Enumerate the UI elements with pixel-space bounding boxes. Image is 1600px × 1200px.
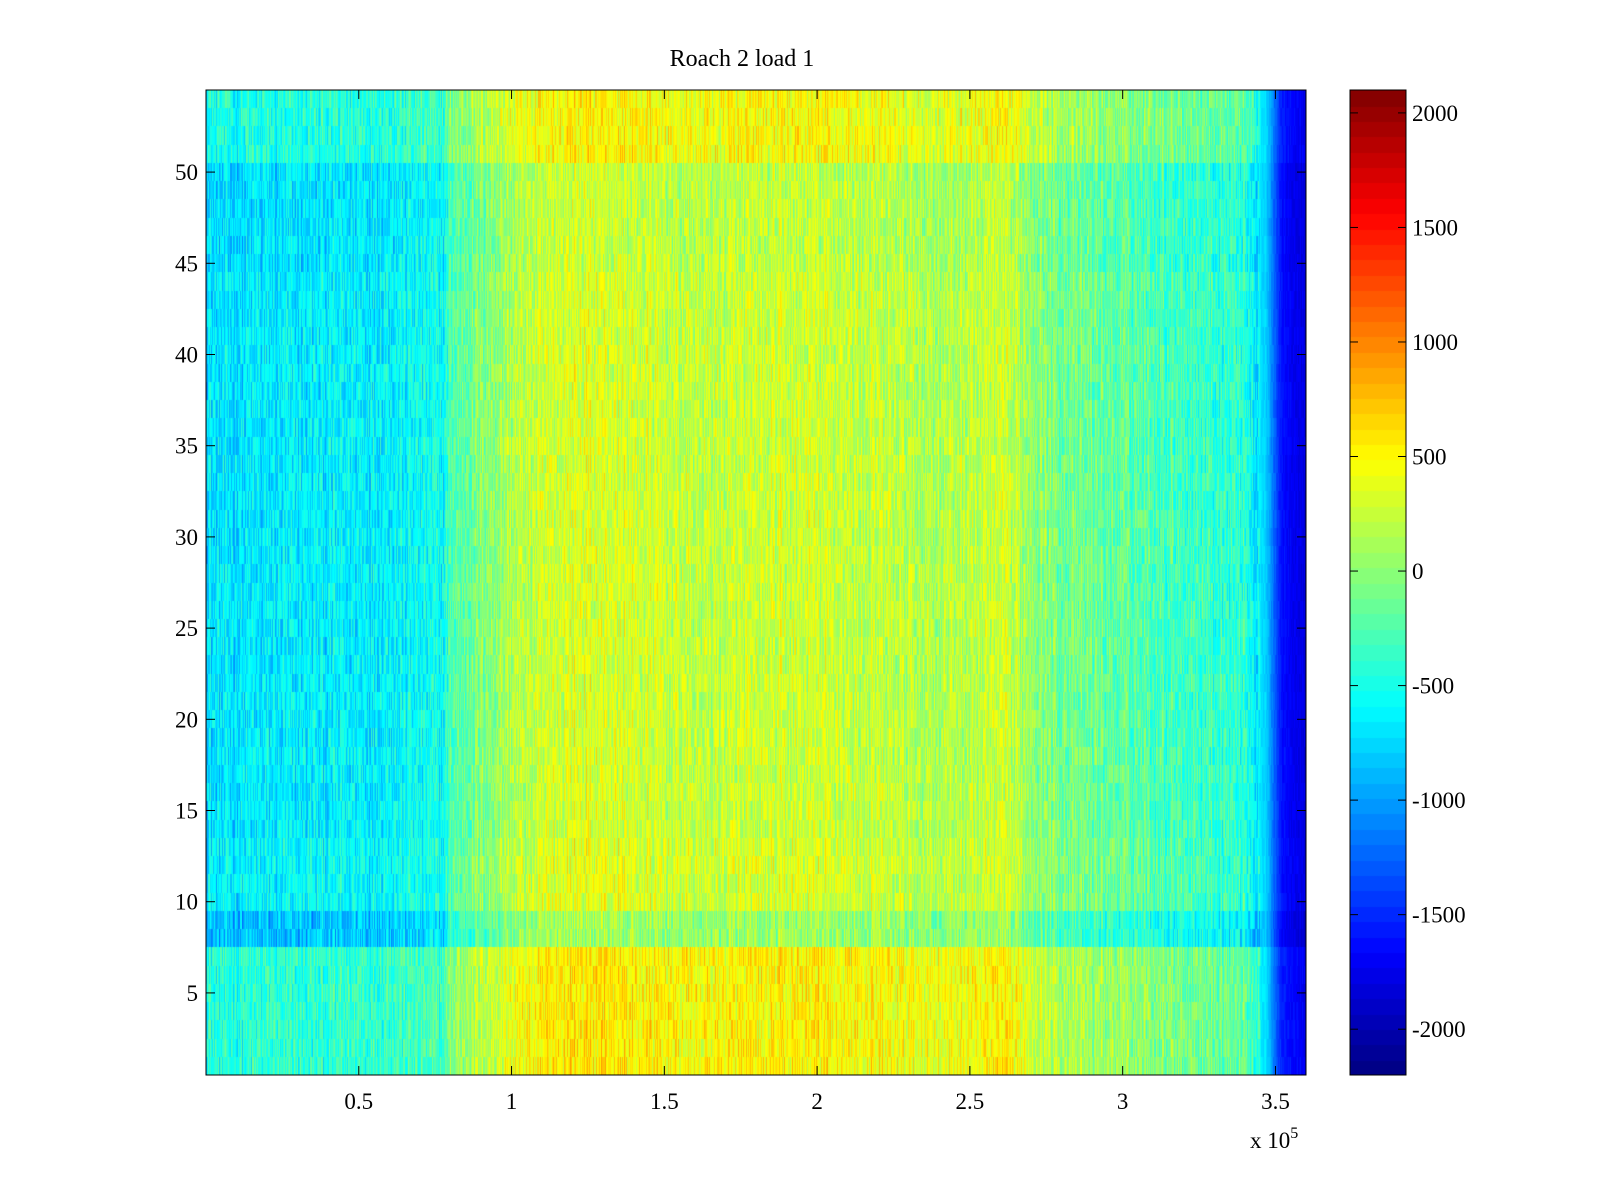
- x-tick-label: 2.5: [956, 1089, 985, 1114]
- y-tick-label: 30: [175, 525, 198, 550]
- x-tick-label: 3.5: [1261, 1089, 1290, 1114]
- y-tick-label: 35: [175, 434, 198, 459]
- plot-frame: [205, 89, 1307, 1076]
- x-multiplier: x 105: [1250, 1125, 1298, 1153]
- y-tick-label: 10: [175, 890, 198, 915]
- colorbar-tick-label: 2000: [1412, 101, 1458, 126]
- x-tick-label: 1: [506, 1089, 518, 1114]
- heatmap-plot-area: [206, 90, 1306, 1075]
- x-tick-label: 3: [1117, 1089, 1129, 1114]
- heatmap-canvas: [206, 90, 1306, 1075]
- colorbar-tick-label: -1500: [1412, 903, 1466, 928]
- x-multiplier-exponent: 5: [1290, 1125, 1298, 1142]
- y-tick-label: 45: [175, 251, 198, 276]
- colorbar-tick-label: -500: [1412, 674, 1454, 699]
- x-axis: 0.5 1 1.5 2 2.5 3 3.5: [344, 90, 1290, 1114]
- colorbar-tick-label: 500: [1412, 445, 1447, 470]
- colorbar-tick-label: -2000: [1412, 1017, 1466, 1042]
- x-tick-label: 1.5: [650, 1089, 679, 1114]
- svg-text:x 105: x 105: [1250, 1125, 1298, 1153]
- x-multiplier-base: x 10: [1250, 1128, 1290, 1153]
- y-tick-label: 50: [175, 160, 198, 185]
- colorbar-tick-label: -1000: [1412, 788, 1466, 813]
- y-tick-label: 15: [175, 799, 198, 824]
- y-tick-label: 40: [175, 342, 198, 367]
- colorbar-frame: [1349, 89, 1407, 1076]
- chart-title: Roach 2 load 1: [670, 46, 815, 72]
- colorbar-tick-label: 1500: [1412, 215, 1458, 240]
- x-tick-label: 2: [811, 1089, 823, 1114]
- colorbar-tick-label: 0: [1412, 559, 1424, 584]
- colorbar-ticks: 2000 1500 1000 500 0 -500 -1000 -1500 -2000: [1350, 101, 1466, 1042]
- colorbar-gradient: [1350, 90, 1406, 1075]
- x-tick-label: 0.5: [344, 1089, 373, 1114]
- y-tick-label: 5: [187, 981, 199, 1006]
- y-tick-label: 25: [175, 616, 198, 641]
- y-axis: 5 10 15 20 25 30 35 40 45 50: [175, 160, 1306, 1006]
- colorbar: 2000 1500 1000 500 0 -500 -1000 -1500 -2000: [1349, 89, 1466, 1076]
- colorbar-tick-label: 1000: [1412, 330, 1458, 355]
- y-tick-label: 20: [175, 707, 198, 732]
